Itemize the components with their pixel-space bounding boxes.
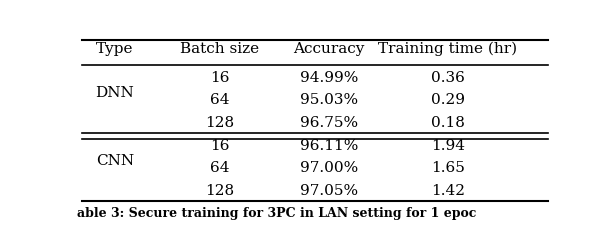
Text: DNN: DNN bbox=[95, 86, 134, 100]
Text: 1.94: 1.94 bbox=[431, 139, 465, 153]
Text: 0.36: 0.36 bbox=[431, 71, 465, 85]
Text: 95.03%: 95.03% bbox=[300, 93, 358, 107]
Text: 0.29: 0.29 bbox=[431, 93, 465, 107]
Text: Training time (hr): Training time (hr) bbox=[378, 42, 518, 56]
Text: 16: 16 bbox=[210, 139, 229, 153]
Text: 1.65: 1.65 bbox=[431, 162, 465, 175]
Text: 96.75%: 96.75% bbox=[300, 116, 358, 130]
Text: 97.05%: 97.05% bbox=[300, 184, 358, 198]
Text: 94.99%: 94.99% bbox=[300, 71, 358, 85]
Text: 64: 64 bbox=[210, 93, 229, 107]
Text: Batch size: Batch size bbox=[180, 42, 259, 56]
Text: 64: 64 bbox=[210, 162, 229, 175]
Text: 128: 128 bbox=[205, 116, 234, 130]
Text: 96.11%: 96.11% bbox=[300, 139, 358, 153]
Text: CNN: CNN bbox=[96, 154, 134, 168]
Text: Type: Type bbox=[96, 42, 134, 56]
Text: able 3: Secure training for 3PC in LAN setting for 1 epoc: able 3: Secure training for 3PC in LAN s… bbox=[77, 207, 476, 220]
Text: 0.18: 0.18 bbox=[431, 116, 465, 130]
Text: 97.00%: 97.00% bbox=[300, 162, 358, 175]
Text: Accuracy: Accuracy bbox=[293, 42, 365, 56]
Text: 1.42: 1.42 bbox=[431, 184, 465, 198]
Text: 128: 128 bbox=[205, 184, 234, 198]
Text: 16: 16 bbox=[210, 71, 229, 85]
